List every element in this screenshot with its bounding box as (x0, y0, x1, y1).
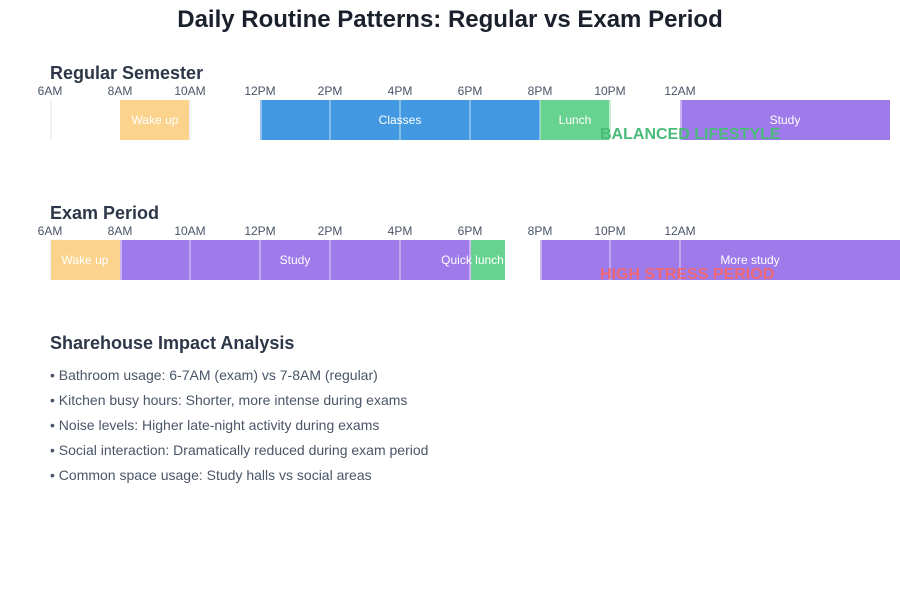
segment-classes (260, 100, 540, 140)
tick-label: 6PM (457, 84, 483, 98)
slot-separator (50, 240, 51, 280)
tick-label: 8AM (107, 224, 133, 238)
regular-section-title: Regular Semester (50, 63, 204, 83)
tick-label: 6PM (457, 224, 483, 238)
segment-wake-up (120, 100, 190, 140)
segment-label: Study (279, 253, 311, 267)
segment-label: Classes (378, 113, 422, 127)
tick-label: 2PM (317, 224, 343, 238)
tick-label: 12AM (664, 84, 696, 98)
analysis-item: • Kitchen busy hours: Shorter, more inte… (50, 392, 408, 408)
tick-label: 4PM (387, 224, 413, 238)
segment-label: Wake up (131, 113, 179, 127)
slot-separator (679, 240, 681, 280)
slot-separator (189, 100, 191, 140)
segment-label: Lunch (558, 113, 592, 127)
slot-separator (540, 240, 542, 280)
segment-label: More study (720, 253, 780, 267)
analysis-item: • Common space usage: Study halls vs soc… (50, 467, 372, 483)
analysis-item: • Noise levels: Higher late-night activi… (50, 417, 380, 433)
slot-separator (189, 240, 191, 280)
segment-label: Wake up (61, 253, 109, 267)
slot-separator (120, 240, 122, 280)
tick-label: 10AM (174, 224, 206, 238)
tick-label: 4PM (387, 84, 413, 98)
slot-separator (399, 240, 401, 280)
slot-separator (609, 100, 611, 140)
segment-lunch (540, 100, 610, 140)
high-stress-annotation: HIGH STRESS PERIOD (600, 266, 775, 283)
segment-label: Study (769, 113, 801, 127)
tick-label: 6AM (37, 84, 63, 98)
segment-more-study (540, 240, 900, 280)
slot-separator (539, 100, 541, 140)
slot-separator (680, 100, 682, 140)
segment-wake-up (50, 240, 120, 280)
segment-label: Quick lunch (441, 253, 504, 267)
slot-separator (260, 100, 262, 140)
slot-separator (469, 100, 471, 140)
empty-slot-marker (50, 100, 52, 140)
slot-separator (329, 240, 331, 280)
tick-label: 10PM (594, 84, 626, 98)
tick-label: 2PM (317, 84, 343, 98)
segment-quick-lunch (470, 240, 505, 280)
exam-timeline: Wake up Study Quick lunch More study (0, 240, 900, 280)
slot-separator (259, 240, 261, 280)
chart-title: Daily Routine Patterns: Regular vs Exam … (177, 6, 723, 33)
slot-separator (399, 100, 401, 140)
analysis-title: Sharehouse Impact Analysis (50, 333, 295, 353)
exam-section-title: Exam Period (50, 203, 160, 223)
tick-label: 12PM (244, 224, 276, 238)
tick-label: 10PM (594, 224, 626, 238)
analysis-item: • Bathroom usage: 6-7AM (exam) vs 7-8AM … (50, 367, 378, 383)
tick-label: 6AM (37, 224, 63, 238)
segment-study (680, 100, 890, 140)
balanced-lifestyle-annotation: BALANCED LIFESTYLE (600, 126, 781, 143)
tick-label: 10AM (174, 84, 206, 98)
tick-label: 12AM (664, 224, 696, 238)
tick-label: 8PM (527, 84, 553, 98)
slot-separator (329, 100, 331, 140)
analysis-item: • Social interaction: Dramatically reduc… (50, 442, 429, 458)
analysis-list: • Bathroom usage: 6-7AM (exam) vs 7-8AM … (50, 365, 428, 490)
regular-timeline: Wake up Classes Lunch Study (0, 100, 900, 140)
segment-study (120, 240, 470, 280)
tick-label: 8AM (107, 84, 133, 98)
tick-label: 8PM (527, 224, 553, 238)
slot-separator (609, 240, 611, 280)
tick-label: 12PM (244, 84, 276, 98)
slot-separator (469, 240, 471, 280)
